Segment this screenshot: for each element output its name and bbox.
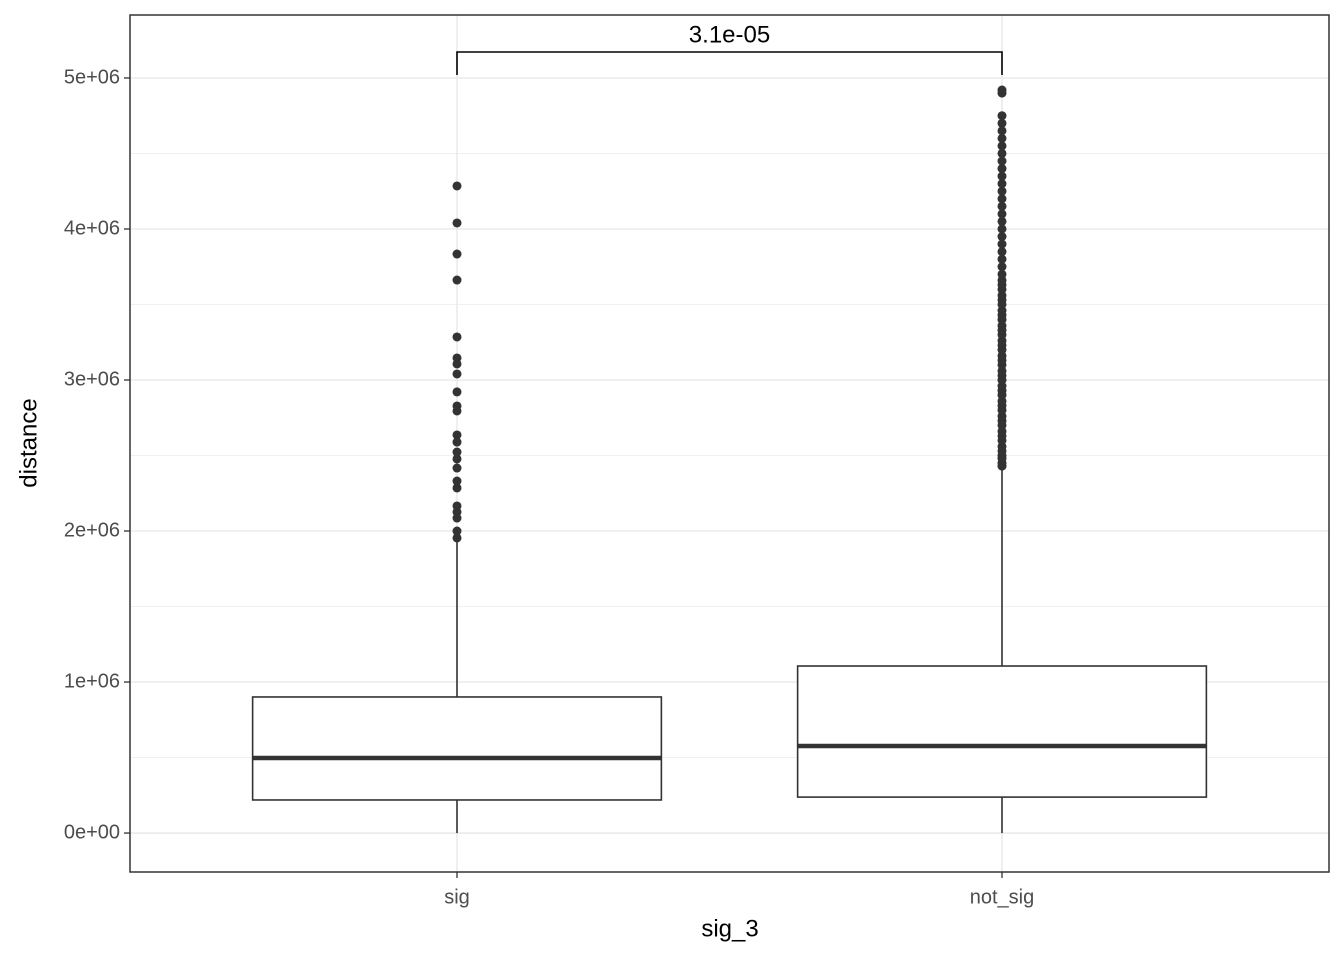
outlier: [997, 232, 1007, 242]
outlier: [452, 369, 462, 379]
y-tick-label: 0e+00: [64, 821, 120, 843]
y-tick-label: 2e+06: [64, 519, 120, 541]
outlier: [452, 218, 462, 228]
outlier: [997, 133, 1007, 143]
outlier: [452, 533, 462, 543]
x-tick-label: not_sig: [970, 886, 1035, 908]
outlier: [452, 430, 462, 440]
outlier: [452, 387, 462, 397]
outlier: [997, 111, 1007, 121]
outlier: [452, 249, 462, 259]
outlier: [997, 179, 1007, 189]
outlier: [997, 186, 1007, 196]
outlier: [997, 118, 1007, 128]
outlier: [452, 406, 462, 416]
annotation: 3.1e-05: [689, 21, 770, 48]
y-tick-label: 1e+06: [64, 670, 120, 692]
outlier: [997, 269, 1007, 279]
x-tick-label: sig: [444, 886, 470, 908]
outlier: [452, 454, 462, 464]
outlier: [997, 247, 1007, 257]
outlier: [452, 437, 462, 447]
box: [251, 696, 663, 801]
outlier: [452, 359, 462, 369]
outlier: [997, 201, 1007, 211]
outlier: [997, 224, 1007, 234]
outlier: [452, 332, 462, 342]
box: [796, 665, 1208, 798]
outlier: [997, 148, 1007, 158]
outlier: [997, 156, 1007, 166]
outlier: [997, 85, 1007, 95]
outlier: [997, 262, 1007, 272]
outlier: [452, 513, 462, 523]
panel-border: [129, 14, 1330, 873]
x-axis-title: sig_3: [701, 915, 758, 942]
outlier: [997, 126, 1007, 136]
outlier: [997, 171, 1007, 181]
y-tick-label: 3e+06: [64, 368, 120, 390]
outlier: [997, 194, 1007, 204]
outlier: [997, 164, 1007, 174]
outlier: [452, 483, 462, 493]
outlier: [452, 463, 462, 473]
outlier: [452, 447, 462, 457]
outlier: [997, 209, 1007, 219]
y-tick-label: 5e+06: [64, 66, 120, 88]
y-tick-label: 4e+06: [64, 217, 120, 239]
outlier: [997, 141, 1007, 151]
outlier: [452, 526, 462, 536]
outlier: [452, 181, 462, 191]
outlier: [452, 476, 462, 486]
outlier: [997, 216, 1007, 226]
outlier: [997, 254, 1007, 264]
bracket: [456, 51, 1003, 75]
outlier: [997, 239, 1007, 249]
y-axis-title: distance: [15, 398, 42, 487]
outlier: [452, 275, 462, 285]
